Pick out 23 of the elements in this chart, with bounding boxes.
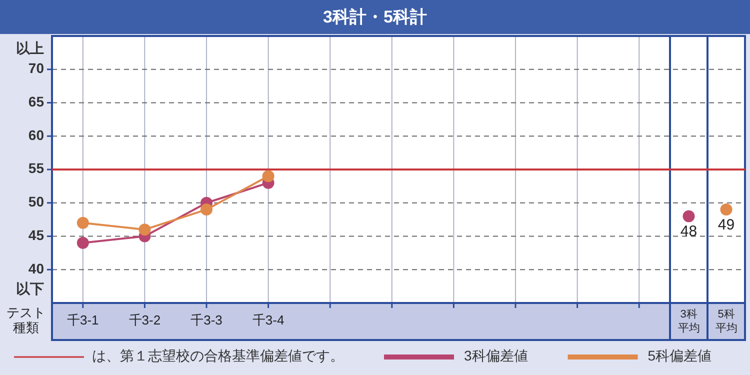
title: 3科計・5科計 xyxy=(0,0,750,34)
legend-label: 5科偏差値 xyxy=(648,348,712,364)
x-tick-label: 千3-2 xyxy=(128,312,161,328)
x-axis-title: テスト種類 xyxy=(6,305,46,336)
y-tick-label: 40 xyxy=(28,260,44,276)
y-tick-label: 60 xyxy=(28,126,44,143)
legend-label: は、第１志望校の合格基準偏差値です。 xyxy=(92,348,344,364)
legend-label: 3科偏差値 xyxy=(464,348,528,364)
y-tick-label: 以下 xyxy=(16,280,44,296)
x-tick-label: 千3-3 xyxy=(190,312,222,328)
y-tick-label: 70 xyxy=(28,60,44,76)
x-tick-label: 千3-4 xyxy=(252,312,284,328)
x-tick-label: 3科平均 xyxy=(678,308,700,334)
y-tick-label: 以上 xyxy=(16,40,44,56)
y-tick-label: 55 xyxy=(28,160,44,176)
y-tick-label: 50 xyxy=(28,194,44,210)
y-tick-label: 45 xyxy=(28,226,44,243)
x-tick-label: 千3-1 xyxy=(67,312,99,328)
y-tick-label: 65 xyxy=(28,93,44,110)
x-tick-label: 5科平均 xyxy=(715,308,738,334)
data-label: 49 xyxy=(718,216,735,234)
data-label: 48 xyxy=(680,223,698,240)
chart-title: 3科計・5科計 xyxy=(323,7,427,26)
